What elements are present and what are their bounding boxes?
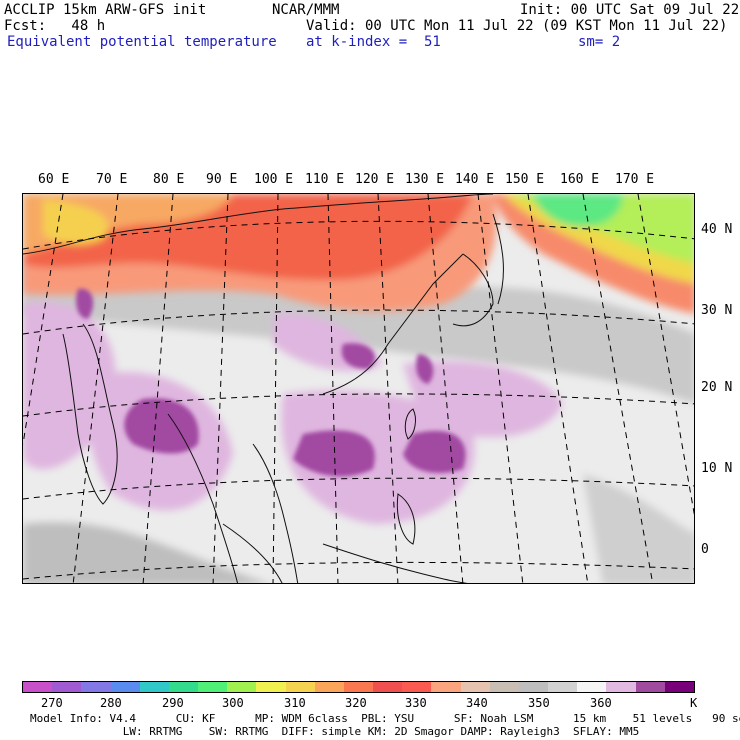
colorbar-swatch bbox=[489, 682, 519, 692]
physics-info-line: LW: RRTMG SW: RRTMG DIFF: simple KM: 2D … bbox=[30, 725, 640, 738]
colorbar-unit: K bbox=[690, 696, 698, 710]
colorbar-swatch bbox=[81, 682, 111, 692]
valid-time: Valid: 00 UTC Mon 11 Jul 22 (09 KST Mon … bbox=[306, 18, 728, 34]
colorbar-swatch bbox=[431, 682, 461, 692]
colorbar-swatch bbox=[635, 682, 665, 692]
colorbar-tick: 300 bbox=[222, 696, 244, 710]
lat-label: 0 bbox=[701, 542, 709, 557]
forecast-hour: Fcst: 48 h bbox=[4, 18, 106, 34]
colorbar-swatch bbox=[577, 682, 607, 692]
colorbar-swatch bbox=[23, 682, 53, 692]
init-time: Init: 00 UTC Sat 09 Jul 22 bbox=[520, 2, 740, 18]
lat-label: 20 N bbox=[701, 380, 733, 395]
colorbar-tick: 340 bbox=[466, 696, 488, 710]
colorbar-tick: 360 bbox=[590, 696, 612, 710]
lilac-region bbox=[23, 301, 563, 524]
colorbar-tick: 330 bbox=[405, 696, 427, 710]
lon-label: 150 E bbox=[505, 172, 545, 187]
gray-band bbox=[23, 262, 694, 583]
colorbar-swatch bbox=[110, 682, 140, 692]
colorbar-tick: 270 bbox=[41, 696, 63, 710]
coastlines bbox=[23, 194, 504, 583]
model-info-line: Model Info: V4.4 CU: KF MP: WDM 6class P… bbox=[30, 712, 740, 725]
colorbar-swatch bbox=[168, 682, 199, 692]
colorbar-tick: 310 bbox=[284, 696, 306, 710]
colorbar-swatch bbox=[343, 682, 374, 692]
colorbar-swatch bbox=[52, 682, 82, 692]
colorbar-tick: 290 bbox=[162, 696, 184, 710]
lat-label: 10 N bbox=[701, 461, 733, 476]
colorbar-tick: 320 bbox=[345, 696, 367, 710]
colorbar-swatch bbox=[139, 682, 169, 692]
lon-label: 90 E bbox=[206, 172, 238, 187]
lat-label: 40 N bbox=[701, 222, 733, 237]
colorbar-swatch bbox=[285, 682, 315, 692]
lon-label: 160 E bbox=[560, 172, 600, 187]
colorbar-tick: 280 bbox=[100, 696, 122, 710]
colorbar-tick: 350 bbox=[528, 696, 550, 710]
lon-label: 70 E bbox=[96, 172, 128, 187]
level-index: at k-index = 51 bbox=[306, 34, 441, 50]
colorbar-swatch bbox=[256, 682, 286, 692]
colorbar-swatch bbox=[664, 682, 694, 692]
lon-label: 120 E bbox=[355, 172, 395, 187]
colorbar-swatch bbox=[227, 682, 257, 692]
lon-label: 60 E bbox=[38, 172, 70, 187]
purple-cores bbox=[76, 288, 466, 477]
lon-label: 170 E bbox=[615, 172, 655, 187]
lon-label: 130 E bbox=[405, 172, 445, 187]
lon-label: 110 E bbox=[305, 172, 345, 187]
colorbar-swatch bbox=[518, 682, 549, 692]
colorbar bbox=[22, 681, 695, 693]
graticule bbox=[23, 194, 694, 583]
theta-e-map bbox=[22, 193, 695, 584]
center-label: NCAR/MMM bbox=[272, 2, 340, 18]
field-name: Equivalent potential temperature bbox=[7, 34, 277, 50]
map-field-svg bbox=[23, 194, 694, 583]
colorbar-swatch bbox=[402, 682, 432, 692]
lat-label: 30 N bbox=[701, 303, 733, 318]
lon-label: 100 E bbox=[254, 172, 294, 187]
colorbar-swatch bbox=[373, 682, 403, 692]
colorbar-swatch bbox=[606, 682, 636, 692]
smoothing-label: sm= 2 bbox=[578, 34, 621, 50]
lon-label: 80 E bbox=[153, 172, 185, 187]
lon-label: 140 E bbox=[455, 172, 495, 187]
warm-region bbox=[23, 194, 694, 314]
colorbar-swatch bbox=[314, 682, 344, 692]
model-title: ACCLIP 15km ARW-GFS init bbox=[4, 2, 207, 18]
colorbar-swatch bbox=[548, 682, 578, 692]
colorbar-swatch bbox=[198, 682, 228, 692]
colorbar-swatch bbox=[460, 682, 490, 692]
